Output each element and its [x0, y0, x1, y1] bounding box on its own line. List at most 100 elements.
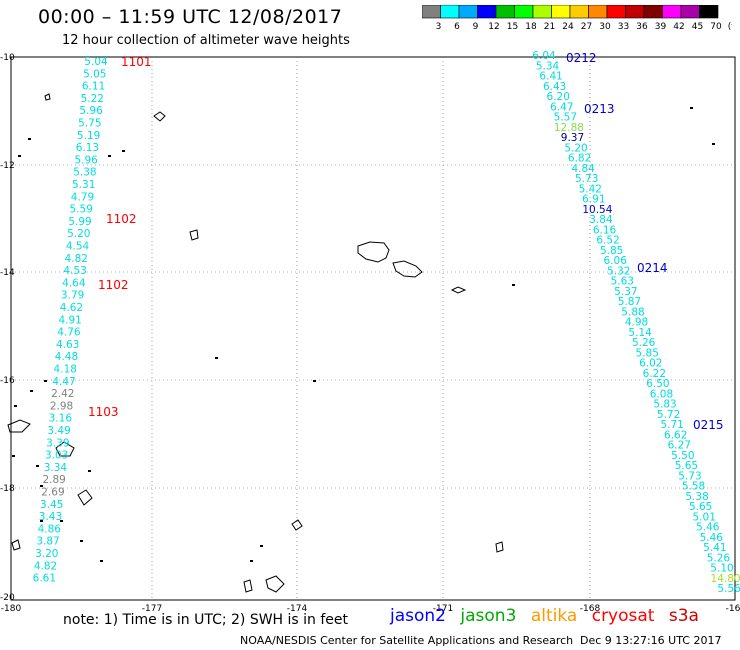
wave-height-value: 6.41	[539, 71, 562, 83]
island-outline	[77, 489, 93, 506]
wave-height-value: 4.18	[54, 364, 77, 376]
color-scale-label: 3	[436, 22, 442, 31]
color-scale-label: 18	[525, 22, 537, 31]
color-scale-label: 15	[507, 22, 518, 31]
pass-time-label: 0213	[584, 102, 615, 116]
wave-height-value: 5.37	[614, 286, 637, 298]
map-subtitle: 12 hour collection of altimeter wave hei…	[62, 33, 350, 48]
wave-height-value: 5.72	[657, 409, 680, 421]
map-frame	[10, 56, 736, 601]
color-swatch	[699, 5, 719, 19]
wave-height-value: 6.02	[639, 358, 662, 370]
x-tick-label: -174	[287, 604, 308, 614]
small-island	[313, 380, 316, 382]
color-scale-label: 12	[488, 22, 499, 31]
wave-height-value: 3.20	[35, 548, 58, 560]
wave-height-value: 4.98	[625, 317, 648, 329]
wave-height-value: 5.26	[632, 337, 656, 349]
color-scale-label: 24	[562, 22, 574, 31]
island-outline	[357, 241, 390, 263]
wave-height-value: 4.47	[52, 376, 75, 388]
wave-height-value: 5.38	[685, 491, 708, 503]
island-outline	[7, 419, 31, 433]
small-island	[100, 560, 103, 562]
wave-height-value: 4.53	[63, 265, 86, 277]
color-scale-label: 30	[599, 22, 611, 31]
small-island	[60, 520, 63, 522]
small-island	[512, 284, 515, 286]
footer-note: note: 1) Time is in UTC; 2) SWH is in fe…	[63, 612, 349, 628]
wave-height-value: 5.96	[79, 105, 103, 117]
island-outline	[11, 539, 21, 551]
wave-height-value: 5.31	[72, 179, 95, 191]
wave-height-value: 5.46	[700, 532, 724, 544]
island-outline	[153, 111, 166, 122]
wave-height-value: 3.03	[45, 450, 68, 462]
wave-height-value: 5.96	[74, 154, 98, 166]
y-tick-label: -20	[0, 593, 15, 603]
wave-height-value: 6.06	[604, 255, 628, 267]
wave-height-value: 3.84	[589, 214, 613, 226]
small-island	[88, 470, 91, 472]
x-tick-label: -171	[433, 604, 453, 614]
sat-jason3-label: jason3	[460, 606, 517, 626]
wave-height-value: 5.85	[636, 347, 659, 359]
wave-height-value: 6.50	[646, 378, 669, 390]
wave-height-value: 5.41	[703, 542, 726, 554]
wave-height-value: 5.73	[678, 470, 701, 482]
wave-height-value: 2.42	[51, 388, 74, 400]
wave-height-value: 5.14	[628, 327, 652, 339]
small-island	[14, 405, 17, 407]
wave-height-value: 6.61	[33, 573, 56, 585]
wave-height-value: 6.43	[543, 81, 566, 93]
wave-height-value: 5.88	[621, 306, 644, 318]
color-scale-label: 27	[581, 22, 592, 31]
wave-height-value: 6.27	[668, 440, 691, 452]
wave-height-value: 3.34	[44, 462, 68, 474]
wave-height-value: 5.59	[70, 204, 93, 216]
pass-time-label: 0212	[566, 51, 597, 65]
y-tick-label: -10	[0, 53, 15, 63]
wave-height-value: 10.54	[582, 204, 612, 216]
color-scale-label: 70	[710, 22, 722, 31]
wave-height-value: 6.91	[582, 194, 605, 206]
wave-height-value: 4.62	[60, 302, 83, 314]
wave-height-value: 5.71	[660, 419, 683, 431]
wave-height-value: 5.65	[675, 460, 698, 472]
wave-height-value: 5.05	[83, 68, 106, 80]
island-outline	[450, 286, 467, 294]
color-scale-label: 6	[454, 22, 460, 31]
pass-time-label: 0215	[693, 418, 724, 432]
y-tick-label: -14	[0, 268, 15, 278]
x-tick-label: -16	[726, 604, 740, 614]
wave-height-value: 9.37	[561, 132, 584, 144]
wave-height-value: 5.99	[68, 216, 91, 228]
island-outline	[44, 93, 51, 101]
wave-height-value: 5.22	[81, 93, 104, 105]
wave-height-value: 5.73	[575, 173, 598, 185]
small-island	[40, 520, 43, 522]
y-tick-label: -16	[0, 376, 15, 386]
wave-height-value: 5.87	[618, 296, 641, 308]
wave-height-value: 6.22	[643, 368, 666, 380]
x-tick-label: -180	[1, 604, 22, 614]
pass-time-label: 1102	[106, 212, 137, 226]
wave-height-value: 5.58	[682, 481, 705, 493]
color-scale-label: 9	[473, 22, 479, 31]
color-scale-label: 21	[544, 22, 555, 31]
color-scale-label: (ft)	[728, 22, 732, 31]
island-outline	[243, 579, 253, 593]
wave-height-value: 2.89	[42, 474, 65, 486]
pass-time-label: 1101	[121, 55, 152, 69]
wave-height-value: 3.79	[61, 290, 84, 302]
color-scale-label: 36	[636, 22, 648, 31]
small-island	[712, 143, 715, 145]
wave-height-value: 4.64	[62, 277, 86, 289]
x-tick-label: -168	[580, 604, 601, 614]
map-title: 00:00 – 11:59 UTC 12/08/2017	[38, 6, 343, 28]
wave-height-value: 6.13	[76, 142, 99, 154]
wave-height-value: 5.46	[696, 522, 720, 534]
wave-height-value: 5.63	[611, 276, 634, 288]
wave-height-value: 3.39	[46, 437, 69, 449]
